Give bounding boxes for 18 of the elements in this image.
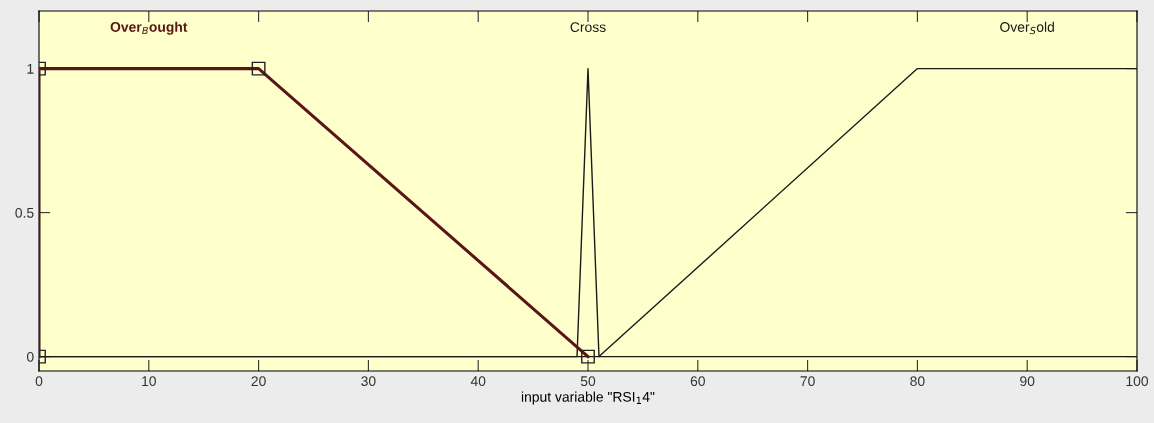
y-tick-label: 0.5 (15, 207, 34, 218)
x-tick-label: 20 (251, 376, 266, 387)
x-tick-label: 10 (142, 376, 156, 387)
x-tick-label: 0 (35, 376, 43, 387)
x-tick-label: 100 (1126, 376, 1149, 387)
x-tick-label: 30 (361, 376, 376, 387)
x-tick-label: 80 (910, 376, 925, 387)
x-tick-label: 60 (690, 376, 705, 387)
y-tick-label: 0 (26, 351, 34, 362)
text: Cross (570, 22, 606, 33)
text: Over$_{B}$ought (110, 21, 188, 35)
x-tick-label: 40 (470, 376, 486, 387)
x-tick-label: 50 (580, 376, 596, 387)
x-tick-label: 70 (800, 376, 815, 387)
x-tick-label: 90 (1020, 376, 1035, 387)
text: Over$_{S}$old (1000, 21, 1054, 35)
y-tick-label: 1 (27, 64, 34, 74)
x-axis-title: input variable "RSI$_{1}$4" (521, 391, 655, 405)
